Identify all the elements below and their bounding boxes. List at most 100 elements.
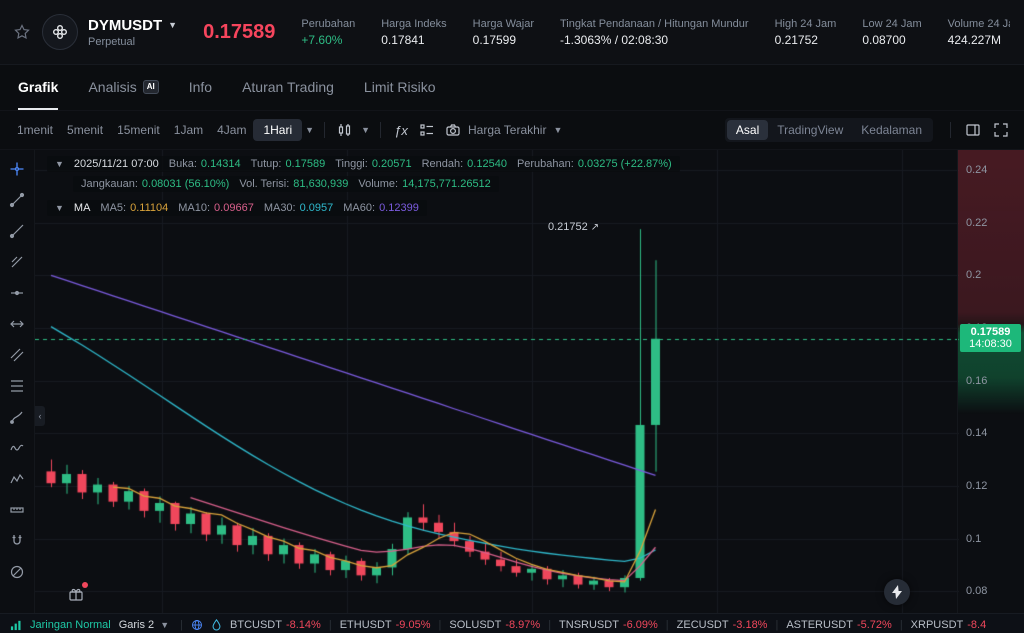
favorite-star-icon[interactable] (14, 24, 30, 40)
trend-line-icon[interactable] (5, 185, 29, 214)
ruler-icon[interactable] (5, 495, 29, 524)
timeframe-1Jam[interactable]: 1Jam (173, 123, 204, 137)
stat-label: High 24 Jam (774, 17, 837, 30)
ticker-tnsrusdt[interactable]: TNSRUSDT -6.09% (559, 619, 658, 631)
price-axis[interactable]: 0.240.220.20.180.160.140.120.10.08 0.175… (957, 150, 1024, 613)
indicator-settings-icon[interactable] (414, 118, 440, 142)
ma-info-row: ▼ MA MA5: 0.11104 MA10: 0.09667 MA30: 0.0957 MA… (47, 200, 427, 216)
y-axis-label: 0.22 (966, 216, 988, 229)
info-label: Volume: (358, 178, 399, 190)
chart-type-icon[interactable] (332, 118, 358, 142)
toolbar-right: Asal TradingView Kedalaman (724, 118, 1014, 142)
last-price: 0.17589 (203, 20, 276, 43)
stat-value: +7.60% (301, 32, 343, 47)
timeframe-1Hari[interactable]: 1Hari (253, 119, 303, 141)
info-value: 0.03275 (+22.87%) (577, 158, 672, 170)
fib-retracement-icon[interactable] (5, 371, 29, 400)
info-label: MA10: (178, 202, 211, 214)
line-mode-dropdown[interactable]: Garis 2 ▼ (118, 618, 170, 631)
promo-button[interactable] (65, 582, 88, 605)
multi-line-icon[interactable] (5, 247, 29, 276)
collapse-chevron-icon[interactable]: ▼ (55, 203, 64, 213)
timeframe-5menit[interactable]: 5menit (67, 123, 104, 137)
fullscreen-icon[interactable] (988, 118, 1014, 142)
toolbar-divider (950, 122, 951, 138)
panel-layout-icon[interactable] (960, 118, 986, 142)
collapse-chevron-icon[interactable]: ▼ (55, 159, 64, 169)
ticker-change: -8.97% (505, 618, 541, 631)
info-pair: Tutup: 0.17589 (251, 158, 326, 170)
header-stat: High 24 Jam 0.21752 (775, 18, 837, 47)
price-mode-dropdown[interactable]: Harga Terakhir ▼ (467, 123, 563, 137)
current-price-tag[interactable]: 0.17589 14:08:30 (960, 323, 1021, 352)
view-mode-asal[interactable]: Asal (726, 120, 769, 140)
timeframe-group: 1menit 5menit 15menit 1Jam 4Jam 1Hari ▼ (10, 119, 317, 141)
view-mode-tradingview[interactable]: TradingView (777, 123, 844, 137)
stat-label: Low 24 Jam (862, 17, 922, 30)
ticker-symbol: ASTERUSDT (786, 618, 853, 631)
info-pair: Tinggi: 0.20571 (335, 158, 411, 170)
info-value: 0.11104 (130, 202, 169, 214)
stat-value: 0.08700 (862, 32, 906, 47)
network-status[interactable]: Jaringan Normal (30, 618, 111, 631)
globe-icon[interactable] (191, 619, 203, 631)
ticker-zecusdt[interactable]: ZECUSDT -3.18% (677, 619, 768, 631)
divider: | (665, 618, 669, 631)
ticker-ethusdt[interactable]: ETHUSDT -9.05% (340, 619, 431, 631)
ticker-btcusdt[interactable]: BTCUSDT -8.14% (230, 619, 321, 631)
crosshair-icon[interactable] (5, 154, 29, 183)
liquidity-drop-icon[interactable] (211, 618, 222, 631)
hide-drawings-icon[interactable] (5, 557, 29, 586)
info-value: 0.20571 (371, 158, 412, 170)
panel-collapse-handle[interactable]: ‹ (35, 406, 45, 426)
info-label: Rendah: (421, 158, 464, 170)
tab-aturan-trading[interactable]: Aturan Trading (242, 65, 334, 110)
waves-icon[interactable] (5, 433, 29, 462)
volume-info-row: Jangkauan: 0.08031 (56.10%) Vol. Terisi: 81… (73, 176, 499, 192)
channel-icon[interactable] (5, 340, 29, 369)
tab-label: Grafik (18, 78, 59, 95)
chart-plot[interactable]: ▼ 2025/11/21 07:00 Buka: 0.14314 Tutup: 0.17… (35, 150, 959, 613)
ticker-asterusdt[interactable]: ASTERUSDT -5.72% (786, 619, 891, 631)
info-label: Perubahan: (516, 158, 574, 170)
tab-analisis[interactable]: Analisis AI (88, 65, 159, 110)
view-mode-group: Asal TradingView Kedalaman (724, 118, 933, 142)
info-pair: Rendah: 0.12540 (422, 158, 507, 170)
divider: | (328, 618, 332, 631)
header-stat: Low 24 Jam 0.08700 (862, 18, 921, 47)
pattern-icon[interactable] (5, 464, 29, 493)
brush-icon[interactable] (5, 402, 29, 431)
tab-info[interactable]: Info (189, 65, 212, 110)
stat-label: Volume 24 Jam (947, 17, 1010, 30)
current-price: 0.17589 (970, 325, 1011, 338)
timeframe-1menit[interactable]: 1menit (17, 123, 54, 137)
indicators-fx-icon[interactable]: ƒx (394, 122, 408, 138)
magnet-icon[interactable] (5, 526, 29, 555)
symbol-block[interactable]: DYMUSDT ▼ Perpetual (88, 17, 177, 48)
horizontal-line-icon[interactable] (5, 278, 29, 307)
symbol-name[interactable]: DYMUSDT (88, 16, 163, 34)
ticker-xrpusdt[interactable]: XRPUSDT -8.4 (911, 619, 987, 631)
drawing-tools-sidebar (0, 150, 35, 613)
camera-icon[interactable] (440, 118, 466, 142)
timeframe-15menit[interactable]: 15menit (117, 123, 160, 137)
ray-icon[interactable] (5, 216, 29, 245)
arrow-icon[interactable] (5, 309, 29, 338)
info-pair: MA30: 0.0957 (264, 202, 333, 214)
tab-grafik[interactable]: Grafik (18, 65, 59, 110)
ai-badge: AI (142, 79, 159, 94)
tab-label: Aturan Trading (242, 78, 334, 95)
ticker-solusdt[interactable]: SOLUSDT -8.97% (449, 619, 540, 631)
stat-value: 0.17841 (381, 32, 425, 47)
caret-down-icon[interactable]: ▼ (305, 125, 315, 135)
quick-trade-lightning-button[interactable] (884, 579, 910, 605)
tab-label: Limit Risiko (363, 78, 436, 95)
info-value: 0.12540 (467, 158, 507, 170)
tab-limit-risiko[interactable]: Limit Risiko (364, 65, 436, 110)
ticker-change: -5.72% (856, 618, 892, 631)
caret-down-icon[interactable]: ▼ (361, 125, 370, 135)
view-mode-kedalaman[interactable]: Kedalaman (861, 123, 922, 137)
candlestick-canvas[interactable] (35, 150, 959, 613)
caret-down-icon[interactable]: ▼ (168, 20, 178, 30)
timeframe-4Jam[interactable]: 4Jam (217, 123, 247, 137)
